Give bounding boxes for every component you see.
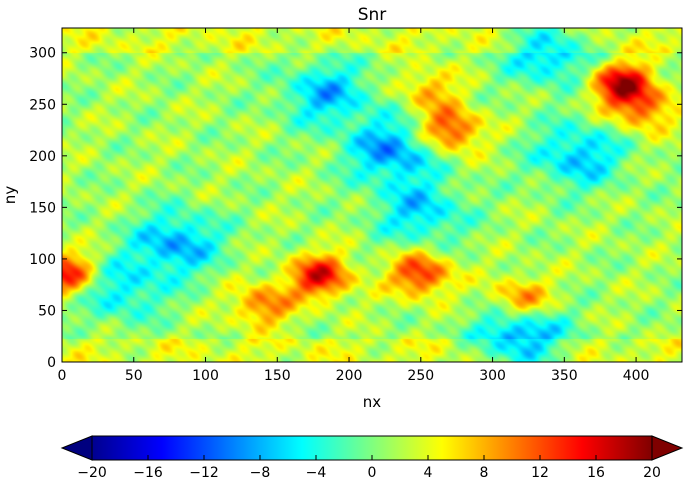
colorbar-extend-high xyxy=(651,435,684,461)
axes: 0 50 100 150 200 250 300 350 400 0 50 100 150 200 250 3… xyxy=(29,27,683,384)
plot-frame xyxy=(61,27,683,363)
y-tick-label: 0 xyxy=(47,355,56,371)
y-tick-label: 200 xyxy=(29,149,56,165)
y-tick-label: 300 xyxy=(29,46,56,62)
x-tick-label: 400 xyxy=(623,368,650,384)
colorbar-tick-label: 20 xyxy=(643,465,661,481)
x-tick-label: 300 xyxy=(479,368,506,384)
colorbar-extend-low xyxy=(60,435,93,461)
colorbar-tick-label: 4 xyxy=(424,465,433,481)
heatmap-field xyxy=(62,28,682,362)
y-tick-label: 100 xyxy=(29,252,56,268)
colorbar-tick-label: −16 xyxy=(133,465,163,481)
y-tick-label: 150 xyxy=(29,200,56,216)
y-tick-label: 50 xyxy=(38,303,56,319)
colorbar-tick-label: 0 xyxy=(368,465,377,481)
chart-title: Snr xyxy=(358,5,387,25)
x-axis-label: nx xyxy=(363,393,382,411)
x-tick-label: 0 xyxy=(58,368,67,384)
x-tick-label: 200 xyxy=(336,368,363,384)
x-tick-label: 250 xyxy=(407,368,434,384)
y-tick-label: 250 xyxy=(29,97,56,113)
colorbar-tick-label: 12 xyxy=(531,465,549,481)
x-tick-label: 100 xyxy=(192,368,219,384)
colorbar-tick-label: −20 xyxy=(77,465,107,481)
y-axis-label: ny xyxy=(1,186,19,205)
colorbar-tick-label: −8 xyxy=(250,465,271,481)
x-tick-label: 150 xyxy=(264,368,291,384)
x-tick-label: 50 xyxy=(125,368,143,384)
colorbar-tick-label: −4 xyxy=(306,465,327,481)
colorbar-tick-label: 8 xyxy=(480,465,489,481)
colorbar: −20 −16 −12 −8 −4 0 4 8 12 16 20 xyxy=(60,435,684,481)
x-tick-label: 350 xyxy=(551,368,578,384)
colorbar-tick-label: 16 xyxy=(587,465,605,481)
colorbar-tick-label: −12 xyxy=(189,465,219,481)
